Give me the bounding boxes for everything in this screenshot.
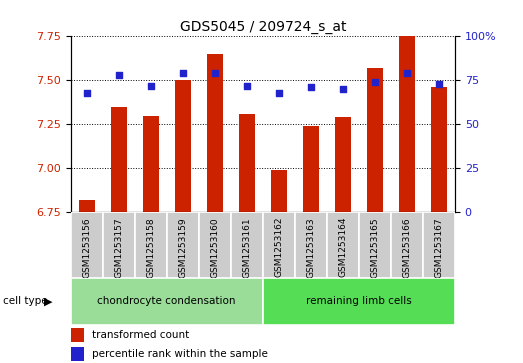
Text: GSM1253159: GSM1253159 xyxy=(178,217,187,278)
Point xyxy=(115,72,123,78)
Point xyxy=(83,90,91,95)
Text: percentile rank within the sample: percentile rank within the sample xyxy=(92,349,268,359)
Bar xyxy=(431,87,447,212)
Bar xyxy=(303,126,319,212)
Bar xyxy=(271,170,287,212)
Text: remaining limb cells: remaining limb cells xyxy=(306,296,412,306)
Bar xyxy=(111,107,127,212)
Text: transformed count: transformed count xyxy=(92,330,189,340)
Point xyxy=(306,85,315,90)
Text: GSM1253157: GSM1253157 xyxy=(114,217,123,278)
Bar xyxy=(71,347,84,361)
Text: GSM1253165: GSM1253165 xyxy=(370,217,379,278)
Bar xyxy=(199,212,231,278)
Bar xyxy=(71,212,103,278)
Text: GSM1253162: GSM1253162 xyxy=(275,217,283,277)
Text: GSM1253160: GSM1253160 xyxy=(210,217,219,278)
Bar xyxy=(263,212,295,278)
Text: GSM1253161: GSM1253161 xyxy=(242,217,251,278)
Bar xyxy=(207,54,223,212)
Bar xyxy=(295,212,327,278)
Bar xyxy=(423,212,455,278)
Bar xyxy=(175,80,191,212)
Point xyxy=(211,70,219,76)
Bar xyxy=(367,68,383,212)
Text: cell type: cell type xyxy=(3,296,47,306)
Point xyxy=(435,81,443,87)
Bar xyxy=(143,115,158,212)
Bar xyxy=(231,212,263,278)
Bar xyxy=(135,212,167,278)
Text: GSM1253156: GSM1253156 xyxy=(82,217,91,278)
Bar xyxy=(359,212,391,278)
Point xyxy=(275,90,283,95)
Point xyxy=(178,70,187,76)
Point xyxy=(146,83,155,89)
Bar xyxy=(239,114,255,212)
Bar xyxy=(167,212,199,278)
Bar xyxy=(263,278,455,325)
Text: GSM1253158: GSM1253158 xyxy=(146,217,155,278)
Text: GSM1253163: GSM1253163 xyxy=(306,217,315,278)
Bar xyxy=(399,36,415,212)
Point xyxy=(339,86,347,92)
Bar xyxy=(78,200,95,212)
Point xyxy=(371,79,379,85)
Point xyxy=(403,70,411,76)
Text: GSM1253166: GSM1253166 xyxy=(403,217,412,278)
Bar xyxy=(391,212,423,278)
Text: GSM1253167: GSM1253167 xyxy=(435,217,444,278)
Bar xyxy=(71,278,263,325)
Bar xyxy=(103,212,135,278)
Point xyxy=(243,83,251,89)
Bar xyxy=(71,327,84,342)
Text: ▶: ▶ xyxy=(44,296,53,306)
Title: GDS5045 / 209724_s_at: GDS5045 / 209724_s_at xyxy=(179,20,346,34)
Text: GSM1253164: GSM1253164 xyxy=(338,217,347,277)
Bar xyxy=(335,117,351,212)
Bar xyxy=(327,212,359,278)
Text: chondrocyte condensation: chondrocyte condensation xyxy=(97,296,236,306)
